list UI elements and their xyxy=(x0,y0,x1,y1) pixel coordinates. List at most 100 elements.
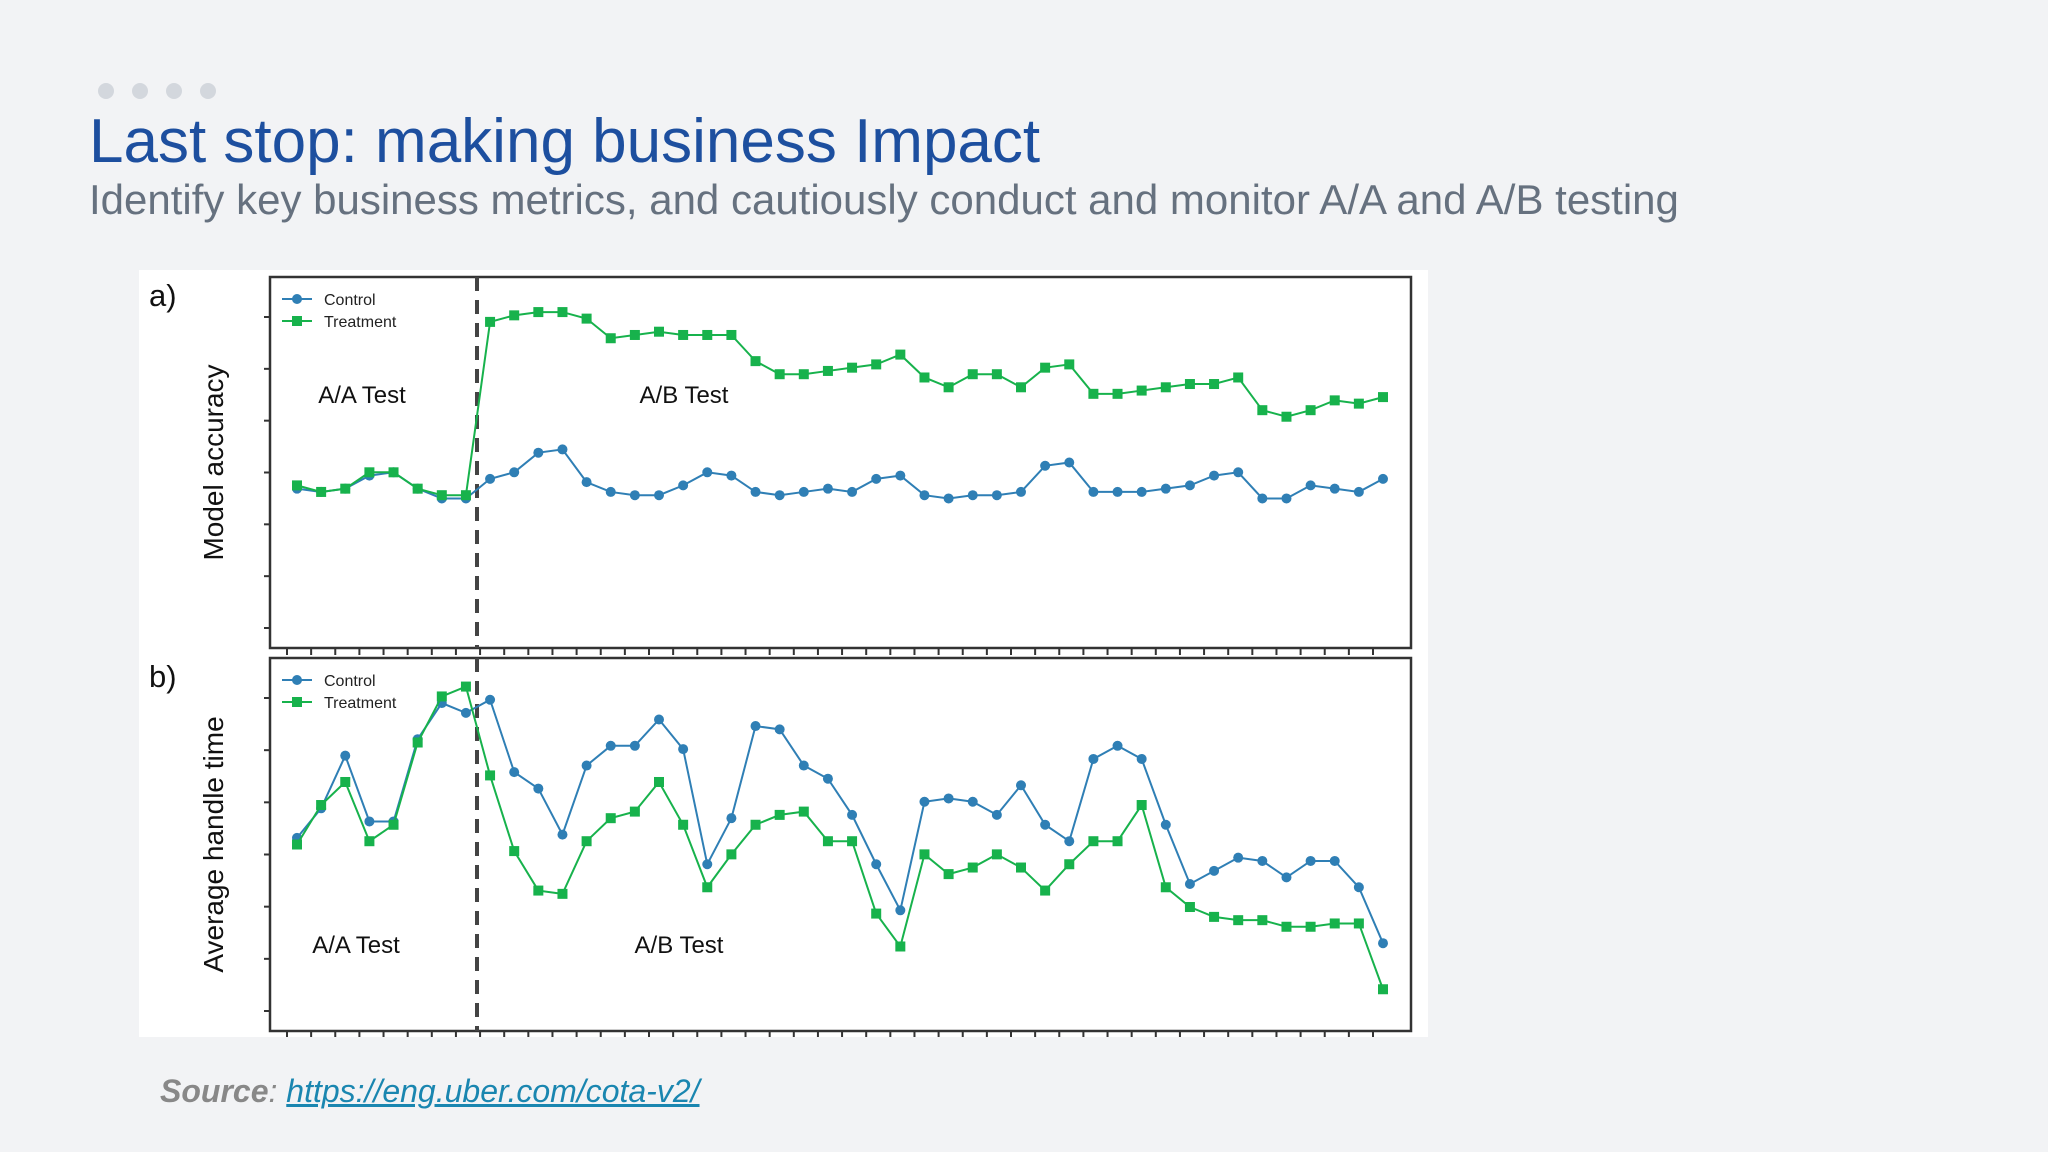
data-point-control xyxy=(750,486,761,497)
data-point-treatment xyxy=(871,359,882,370)
data-point-treatment xyxy=(1040,885,1051,896)
data-point-treatment xyxy=(1209,911,1220,922)
plot-frame xyxy=(268,275,1413,650)
data-point-treatment xyxy=(967,862,978,873)
data-point-treatment xyxy=(581,313,592,324)
data-point-control xyxy=(557,444,568,455)
data-point-treatment xyxy=(822,365,833,376)
data-point-treatment xyxy=(822,836,833,847)
panel-label: b) xyxy=(149,659,177,694)
data-point-control xyxy=(581,477,592,488)
data-point-control xyxy=(943,793,954,804)
data-point-control xyxy=(1233,467,1244,478)
data-point-treatment xyxy=(1184,379,1195,390)
data-point-treatment xyxy=(1088,388,1099,399)
data-point-treatment xyxy=(1064,859,1075,870)
data-point-control xyxy=(1160,483,1171,494)
data-point-treatment xyxy=(581,836,592,847)
data-point-control xyxy=(919,796,930,807)
data-point-control xyxy=(967,796,978,807)
legend-label-control: Control xyxy=(324,673,376,690)
series-line-treatment xyxy=(296,685,1384,990)
data-point-control xyxy=(364,816,375,827)
chart-panel-b: b) Average handle time A/A Test A/B Test Con… xyxy=(149,656,1413,1037)
data-point-treatment xyxy=(895,941,906,952)
data-point-control xyxy=(1378,473,1388,484)
data-point-treatment xyxy=(1209,379,1220,390)
data-point-treatment xyxy=(436,691,447,702)
legend-marker xyxy=(292,675,302,685)
data-point-control xyxy=(1305,480,1316,491)
data-point-control xyxy=(340,750,351,761)
data-point-treatment xyxy=(460,681,471,692)
data-point-control xyxy=(1088,753,1099,764)
data-point-treatment xyxy=(1088,836,1099,847)
data-point-treatment xyxy=(1353,398,1364,409)
data-point-control xyxy=(1088,486,1099,497)
data-point-control xyxy=(967,490,978,501)
data-point-control xyxy=(702,467,713,478)
data-point-control xyxy=(1281,872,1292,883)
data-point-control xyxy=(1184,480,1195,491)
data-point-control xyxy=(871,859,882,870)
slide-title: Last stop: making business Impact xyxy=(89,107,1041,176)
data-point-control xyxy=(1064,457,1075,468)
data-point-control xyxy=(919,490,930,501)
data-point-control xyxy=(750,721,761,732)
data-point-control xyxy=(1136,486,1147,497)
data-point-treatment xyxy=(1160,382,1171,393)
data-point-treatment xyxy=(1378,984,1388,995)
legend-label-control: Control xyxy=(324,292,376,309)
progress-dot xyxy=(98,83,114,99)
data-point-treatment xyxy=(774,369,785,380)
source-link[interactable]: https://eng.uber.com/cota-v2/ xyxy=(286,1073,700,1109)
data-point-treatment xyxy=(654,776,664,787)
data-point-treatment xyxy=(1281,411,1292,422)
legend-marker xyxy=(292,697,302,707)
data-point-treatment xyxy=(340,483,351,494)
data-point-treatment xyxy=(1329,395,1340,406)
data-point-treatment xyxy=(919,849,930,860)
data-point-treatment xyxy=(629,806,640,817)
legend-label-treatment: Treatment xyxy=(324,314,397,331)
data-point-control xyxy=(509,467,520,478)
region-label-aa: A/A Test xyxy=(318,382,406,409)
data-point-treatment xyxy=(1040,362,1051,373)
data-point-treatment xyxy=(364,467,375,478)
source-label: Source xyxy=(160,1073,269,1109)
data-point-control xyxy=(895,905,906,916)
data-point-treatment xyxy=(1353,918,1364,929)
data-point-control xyxy=(1353,486,1364,497)
data-point-treatment xyxy=(1257,405,1268,416)
data-point-treatment xyxy=(629,329,640,340)
data-point-control xyxy=(1329,483,1340,494)
data-point-control xyxy=(847,486,858,497)
data-point-control xyxy=(1136,753,1147,764)
data-point-treatment xyxy=(364,836,375,847)
data-point-treatment xyxy=(1016,382,1026,393)
data-point-control xyxy=(1064,836,1075,847)
data-point-treatment xyxy=(774,809,785,820)
data-point-treatment xyxy=(943,869,954,880)
data-point-control xyxy=(991,809,1002,820)
data-point-control xyxy=(847,809,858,820)
data-point-control xyxy=(1040,460,1051,471)
data-point-treatment xyxy=(388,819,399,830)
data-point-treatment xyxy=(388,467,399,478)
y-axis-label: Average handle time xyxy=(198,716,229,972)
data-point-control xyxy=(1257,855,1268,866)
data-point-control xyxy=(871,473,882,484)
data-point-control xyxy=(485,694,496,705)
data-point-treatment xyxy=(895,349,906,360)
data-point-treatment xyxy=(654,326,664,337)
data-point-control xyxy=(629,490,640,501)
data-point-control xyxy=(943,493,954,504)
data-point-control xyxy=(678,480,689,491)
data-point-treatment xyxy=(1136,800,1147,811)
data-point-control xyxy=(822,773,833,784)
data-point-control xyxy=(1160,819,1171,830)
source-separator: : xyxy=(268,1073,278,1109)
slide-progress-dots xyxy=(98,83,216,99)
data-point-treatment xyxy=(1016,862,1026,873)
data-point-treatment xyxy=(678,329,689,340)
